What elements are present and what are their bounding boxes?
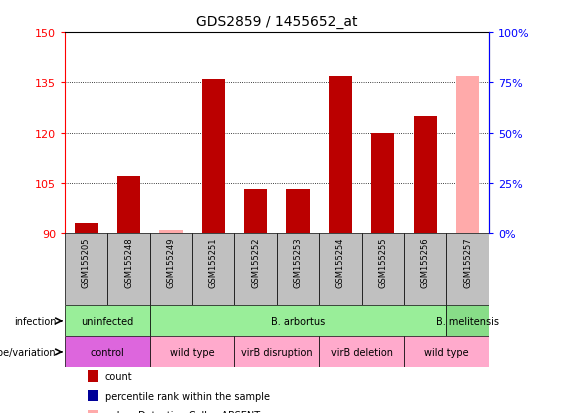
Text: count: count [105,371,132,381]
Text: virB disruption: virB disruption [241,347,312,357]
Text: infection: infection [14,316,57,326]
Text: GSM155257: GSM155257 [463,237,472,287]
Text: B. melitensis: B. melitensis [436,316,499,326]
Bar [329,76,352,233]
Bar [319,233,362,306]
Text: uninfected: uninfected [81,316,133,326]
Bar [446,233,489,306]
Text: value, Detection Call = ABSENT: value, Detection Call = ABSENT [105,411,260,413]
Text: virB deletion: virB deletion [331,347,393,357]
Bar [414,116,437,233]
Bar [107,233,150,306]
Bar [362,233,404,306]
Bar [404,337,489,368]
Text: GSM155249: GSM155249 [167,237,175,287]
Bar [234,233,277,306]
Text: control: control [90,347,124,357]
Text: GSM155254: GSM155254 [336,237,345,287]
Text: wild type: wild type [170,347,214,357]
Bar [65,337,150,368]
Bar [65,306,150,337]
Bar [192,233,234,306]
Bar [150,233,192,306]
Text: GSM155256: GSM155256 [421,237,429,287]
Text: B. arbortus: B. arbortus [271,316,325,326]
Bar [150,306,446,337]
Bar [234,337,319,368]
Text: GSM155205: GSM155205 [82,237,90,287]
Bar [244,190,267,233]
Bar [446,306,489,337]
Bar [75,223,98,233]
Bar [286,190,310,233]
Bar [319,337,404,368]
Title: GDS2859 / 1455652_at: GDS2859 / 1455652_at [196,15,358,29]
Text: GSM155252: GSM155252 [251,237,260,287]
Bar [456,76,479,233]
Bar [65,233,107,306]
Text: wild type: wild type [424,347,468,357]
Bar [277,233,319,306]
Bar [371,133,394,233]
Text: GSM155253: GSM155253 [294,237,302,287]
Bar [150,337,234,368]
Text: GSM155251: GSM155251 [209,237,218,287]
Text: GSM155255: GSM155255 [379,237,387,287]
Bar [159,230,182,233]
Bar [202,80,225,233]
Bar [404,233,446,306]
Text: GSM155248: GSM155248 [124,237,133,287]
Bar [117,177,140,233]
Text: genotype/variation: genotype/variation [0,347,56,357]
Text: percentile rank within the sample: percentile rank within the sample [105,391,270,401]
